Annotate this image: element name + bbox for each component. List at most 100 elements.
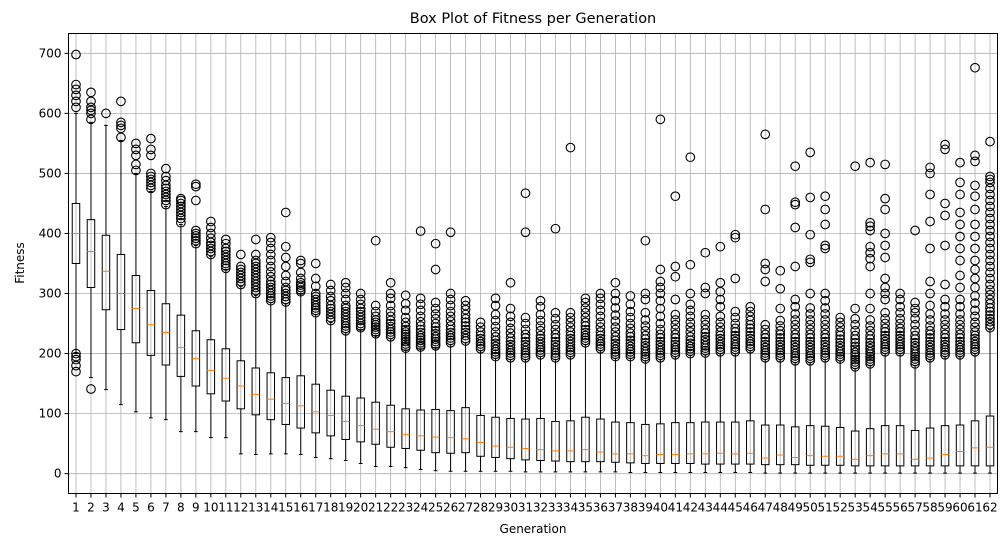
outlier-point — [430, 339, 441, 349]
box-generation-14 — [265, 232, 276, 455]
outlier-point — [850, 161, 861, 172]
outlier-point — [670, 347, 681, 358]
outlier-point — [295, 277, 306, 288]
outlier-point — [970, 322, 980, 333]
box-generation-5 — [131, 138, 141, 413]
outlier-point — [535, 325, 546, 336]
outlier-point — [535, 309, 546, 320]
outlier-point — [760, 324, 771, 335]
outlier-point — [655, 318, 666, 329]
outlier-point — [490, 331, 501, 342]
box-generation-29 — [490, 293, 501, 472]
outlier-point — [775, 336, 786, 347]
outlier-point — [700, 309, 711, 320]
x-tick-label: 4 — [117, 501, 125, 515]
outlier-point — [610, 316, 621, 327]
outlier-point — [565, 322, 576, 333]
x-tick-label: 7 — [162, 501, 170, 515]
outlier-point — [505, 339, 516, 350]
outlier-point — [910, 340, 920, 351]
outlier-point — [595, 317, 606, 328]
outlier-point — [595, 311, 606, 322]
outlier-point — [745, 336, 756, 347]
x-tick-label: 54 — [862, 501, 877, 515]
outlier-point — [655, 342, 666, 353]
outlier-point — [191, 181, 201, 192]
iqr-box — [731, 421, 740, 465]
iqr-box — [161, 303, 171, 366]
outlier-point — [985, 279, 995, 290]
outlier-point — [805, 315, 816, 325]
outlier-point — [925, 315, 935, 325]
box-generation-26 — [445, 227, 456, 472]
outlier-point — [805, 319, 816, 330]
outlier-point — [685, 348, 696, 359]
x-tick-label: 24 — [413, 501, 428, 515]
outlier-point — [940, 339, 950, 350]
outlier-point — [955, 231, 965, 242]
outlier-point — [760, 319, 771, 330]
outlier-point — [865, 221, 875, 232]
outlier-point — [850, 344, 861, 355]
iqr-box — [416, 409, 425, 451]
outlier-point — [775, 283, 786, 294]
outlier-point — [325, 295, 336, 306]
outlier-point — [985, 231, 995, 242]
box-generation-56 — [895, 288, 905, 474]
outlier-point — [925, 336, 935, 347]
outlier-point — [640, 288, 651, 299]
outlier-point — [445, 337, 456, 348]
x-tick-label: 61 — [967, 501, 982, 515]
outlier-point — [655, 114, 666, 125]
outlier-point — [865, 261, 875, 272]
outlier-point — [985, 201, 995, 212]
outlier-point — [535, 330, 546, 341]
outlier-point — [895, 301, 905, 312]
outlier-point — [625, 328, 636, 339]
box-generation-22 — [385, 277, 396, 467]
outlier-point — [535, 301, 546, 312]
x-tick-label: 29 — [488, 501, 503, 515]
outlier-point — [71, 79, 81, 90]
outlier-point — [415, 226, 426, 236]
x-tick-label: 46 — [743, 501, 758, 515]
outlier-point — [790, 261, 801, 272]
outlier-point — [985, 255, 995, 266]
outlier-point — [880, 294, 890, 305]
outlier-point — [790, 324, 801, 335]
outlier-point — [625, 306, 636, 317]
outlier-point — [985, 261, 995, 272]
outlier-point — [565, 333, 576, 344]
box-generation-51 — [820, 191, 831, 474]
outlier-point — [325, 303, 336, 314]
outlier-point — [700, 334, 711, 345]
outlier-point — [850, 325, 861, 336]
outlier-point — [610, 338, 621, 349]
outlier-point — [880, 346, 890, 357]
outlier-point — [850, 352, 861, 363]
outlier-point — [775, 303, 786, 314]
outlier-point — [640, 343, 651, 354]
outlier-point — [985, 213, 995, 224]
outlier-point — [610, 341, 621, 352]
outlier-point — [700, 337, 711, 348]
outlier-point — [820, 240, 831, 251]
outlier-point — [295, 258, 306, 269]
outlier-point — [940, 349, 950, 360]
x-tick-label: 22 — [383, 501, 398, 515]
box-generation-6 — [146, 133, 156, 419]
outlier-point — [895, 346, 905, 357]
iqr-box — [581, 416, 590, 463]
outlier-point — [685, 341, 696, 352]
outlier-point — [745, 323, 756, 334]
box-generation-18 — [325, 279, 336, 460]
outlier-point — [880, 318, 890, 329]
outlier-point — [655, 295, 666, 306]
outlier-point — [910, 330, 920, 341]
outlier-point — [490, 349, 501, 360]
outlier-point — [400, 312, 411, 323]
outlier-point — [625, 338, 636, 349]
outlier-point — [790, 222, 801, 233]
outlier-point — [790, 199, 801, 210]
outlier-point — [835, 343, 846, 354]
